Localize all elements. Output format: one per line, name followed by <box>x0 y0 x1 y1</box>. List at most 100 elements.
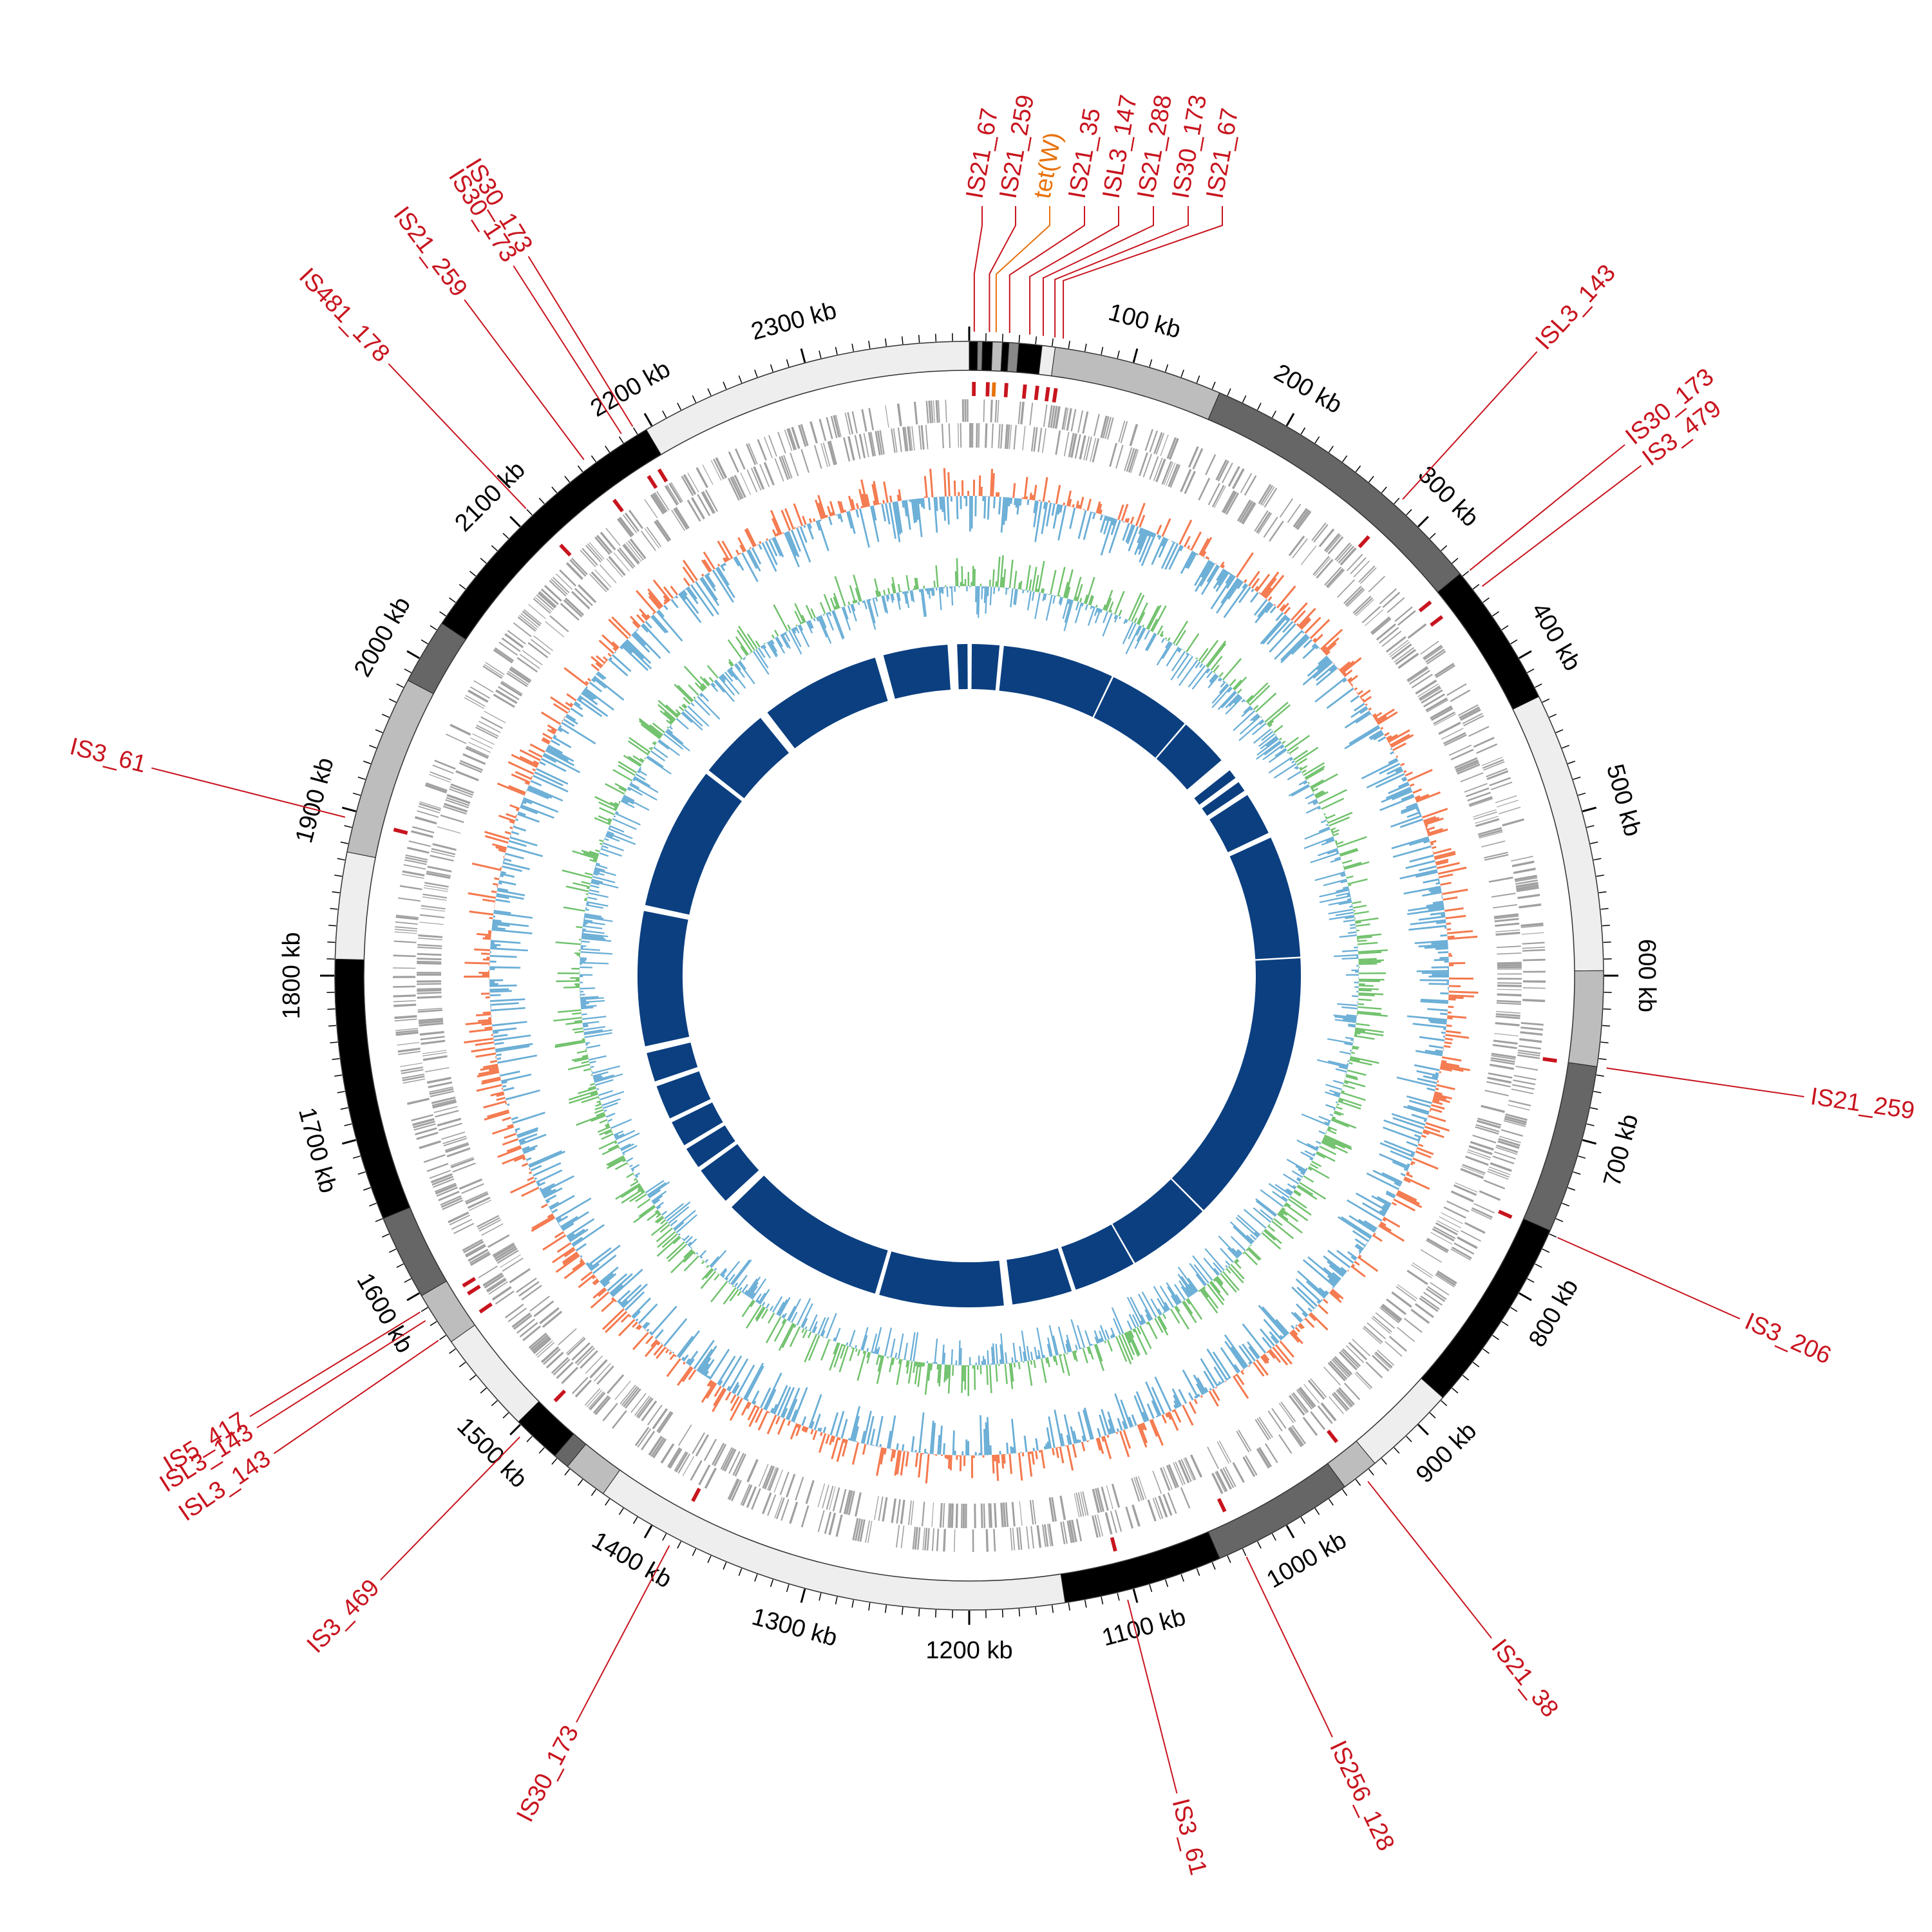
gc-content-bar <box>629 636 631 639</box>
cds-bar <box>1475 816 1499 824</box>
gc-content-bar <box>804 1426 809 1433</box>
cds-bar <box>1375 1312 1396 1329</box>
gc-content-bar <box>497 1054 537 1064</box>
cds-bar <box>1462 1164 1486 1175</box>
gc-skew-bar <box>821 1330 826 1337</box>
gc-skew-bar <box>582 1016 607 1020</box>
gc-content-bar <box>1432 1098 1440 1103</box>
gc-content-bar <box>1382 1218 1387 1222</box>
gc-content-bar <box>1266 1351 1269 1354</box>
gc-skew-bar <box>585 1041 591 1045</box>
gc-content-bar <box>775 1416 781 1425</box>
gc-skew-bar <box>889 1357 893 1372</box>
gc-skew-bar <box>1247 682 1269 704</box>
cds-bar <box>624 1388 641 1409</box>
gc-skew-bar <box>589 889 600 893</box>
cds-bar <box>832 1487 840 1511</box>
gc-content-bar <box>871 505 877 521</box>
gc-content-bar <box>815 520 821 531</box>
cds-bar <box>1460 1230 1481 1242</box>
gc-skew-bar <box>1268 1224 1271 1226</box>
cds-bar <box>1492 1155 1515 1164</box>
gc-skew-bar <box>743 1291 745 1294</box>
gc-skew-bar <box>1354 946 1358 949</box>
gc-skew-bar <box>1043 1354 1046 1358</box>
cds-bar <box>741 1484 753 1506</box>
gc-content-bar <box>558 726 569 735</box>
gc-content-bar <box>1019 498 1022 506</box>
gc-skew-bar <box>586 901 609 907</box>
gc-content-bar <box>703 551 715 570</box>
gc-skew-bar <box>1042 588 1045 594</box>
minor-tick <box>1555 729 1564 734</box>
gc-skew-bar <box>1321 810 1323 811</box>
gc-skew-bar <box>1354 981 1359 983</box>
gc-skew-bar <box>1294 765 1298 770</box>
gc-content-bar <box>946 1455 949 1459</box>
gc-content-bar <box>1151 1387 1165 1415</box>
gc-content-bar <box>918 1412 925 1454</box>
gc-content-bar <box>1103 1435 1112 1459</box>
gc-content-bar <box>1372 713 1377 717</box>
gc-content-bar <box>974 496 977 516</box>
cds-bar <box>967 399 969 422</box>
gc-skew-bar <box>613 1130 624 1136</box>
minor-tick <box>738 375 743 383</box>
gc-skew-bar <box>1195 1274 1206 1287</box>
gc-content-bar <box>1397 1189 1417 1202</box>
gc-content-bar <box>1354 1245 1363 1252</box>
minor-tick <box>1452 1387 1459 1394</box>
gc-content-bar <box>1009 1454 1012 1474</box>
gc-skew-bar <box>1334 954 1359 958</box>
gc-skew-bar <box>583 852 598 858</box>
gc-skew-bar <box>1019 1361 1021 1363</box>
gc-skew-bar <box>591 882 600 886</box>
gc-skew-bar <box>706 1262 708 1264</box>
gc-skew-bar <box>1358 983 1365 985</box>
gc-skew-bar <box>633 1178 638 1181</box>
gc-skew-bar <box>640 723 661 739</box>
cds-bar <box>415 1127 437 1135</box>
cds-bar <box>417 987 442 990</box>
gc-content-bar <box>1109 516 1112 522</box>
cds-bar <box>656 1410 672 1432</box>
cds-bar <box>1325 568 1344 588</box>
gc-skew-bar <box>1343 1018 1357 1022</box>
gc-content-bar <box>1083 511 1092 540</box>
gc-skew-bar <box>1325 1104 1336 1110</box>
gc-skew-bar <box>701 691 703 693</box>
gc-skew-bar <box>595 865 596 867</box>
cds-bar <box>453 1222 475 1235</box>
gc-content-bar <box>1228 573 1231 575</box>
gc-skew-bar <box>1171 1307 1173 1309</box>
gc-skew-bar <box>1299 1182 1327 1200</box>
minor-tick <box>491 545 498 551</box>
cds-bar <box>1496 945 1521 949</box>
gc-skew-bar <box>1192 1255 1213 1281</box>
gc-skew-bar <box>1347 1069 1367 1076</box>
gc-content-bar <box>983 1428 987 1455</box>
cds-bar <box>775 1497 785 1519</box>
cds-bar <box>727 478 740 501</box>
gc-skew-bar <box>623 1153 625 1155</box>
cds-bar <box>419 1019 444 1025</box>
gc-content-bar <box>1292 1329 1298 1336</box>
cds-bar <box>1494 915 1519 920</box>
gc-content-bar <box>1432 851 1434 853</box>
gc-content-bar <box>553 734 557 738</box>
gc-content-bar <box>1178 1388 1188 1405</box>
gc-content-bar <box>838 1437 841 1441</box>
gc-skew-bar <box>819 616 832 644</box>
gc-content-bar <box>992 1455 995 1473</box>
gc-skew-bar <box>609 826 611 829</box>
gc-content-bar <box>1187 1402 1189 1403</box>
gc-skew-bar <box>676 712 680 716</box>
gc-content-bar <box>514 1127 515 1130</box>
inner-block <box>1094 677 1185 758</box>
cds-bar <box>1256 1417 1271 1439</box>
gc-skew-bar <box>650 1199 652 1201</box>
gc-skew-bar <box>1259 720 1265 726</box>
gc-skew-bar <box>1147 605 1162 630</box>
cds-bar <box>417 960 442 963</box>
gc-skew-bar <box>710 683 719 692</box>
